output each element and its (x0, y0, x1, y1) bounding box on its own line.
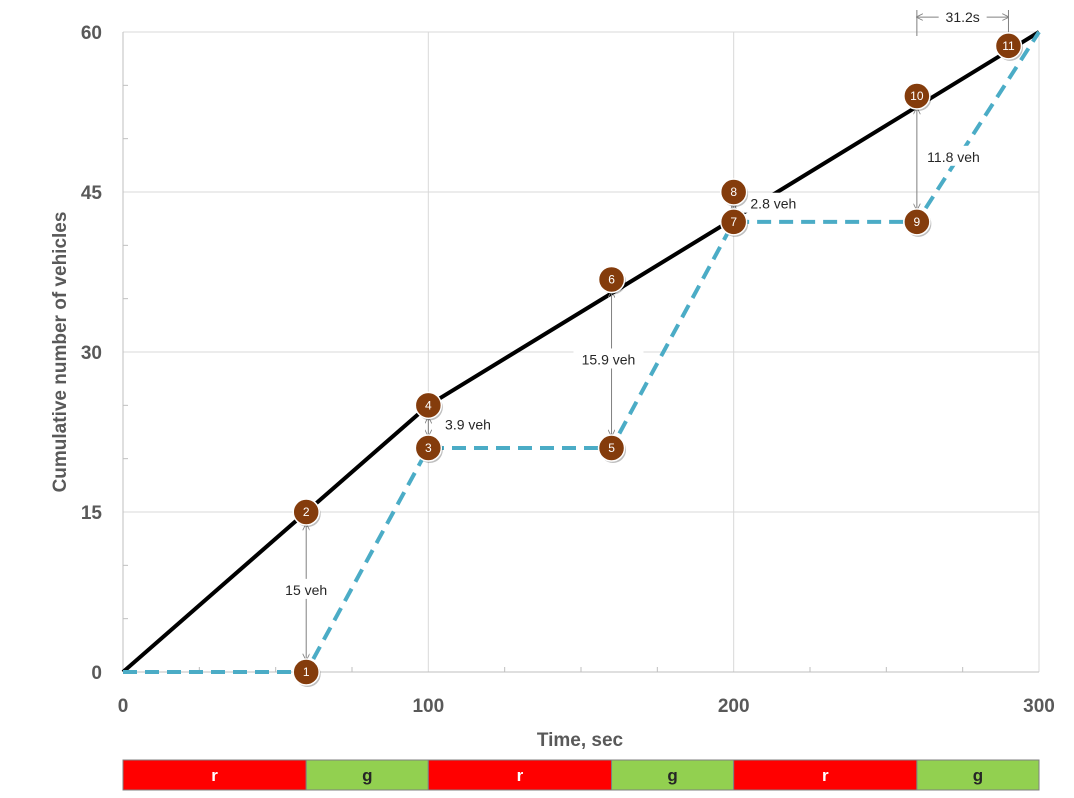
y-tick-label: 45 (81, 183, 103, 204)
annotation-label: 3.9 veh (445, 417, 491, 433)
signal-phase-green: g (612, 760, 734, 790)
marker-label: 4 (425, 398, 432, 412)
signal-phase-green: g (306, 760, 428, 790)
annotation-label: 15 veh (285, 582, 327, 598)
y-tick-label: 30 (81, 343, 102, 364)
marker-label: 9 (914, 215, 921, 229)
y-tick-label: 60 (81, 23, 102, 44)
marker-label: 6 (608, 272, 615, 286)
x-tick-label: 100 (412, 696, 444, 717)
annotation-label: 15.9 veh (582, 351, 636, 367)
signal-phase-red: r (734, 760, 917, 790)
signal-phase-red: r (123, 760, 306, 790)
x-tick-label: 300 (1023, 696, 1055, 717)
marker-label: 11 (1002, 39, 1015, 53)
phase-label: r (211, 766, 218, 785)
phase-label: g (973, 766, 983, 785)
marker-label: 7 (730, 215, 737, 229)
signal-phase-red: r (428, 760, 611, 790)
signal-phase-green: g (917, 760, 1039, 790)
annotation-label: 11.8 veh (927, 149, 980, 165)
marker-label: 3 (425, 441, 432, 455)
marker-label: 8 (730, 185, 737, 199)
y-tick-label: 0 (91, 663, 102, 684)
point-marker: 1 (293, 659, 321, 687)
marker-label: 1 (303, 665, 310, 679)
phase-label: r (517, 766, 524, 785)
x-tick-label: 0 (118, 696, 129, 717)
y-tick-label: 15 (81, 503, 103, 524)
x-axis-title: Time, sec (537, 730, 624, 751)
phase-label: g (362, 766, 372, 785)
marker-label: 10 (910, 89, 924, 103)
phase-label: r (822, 766, 829, 785)
annotation-label: 2.8 veh (750, 196, 796, 212)
marker-label: 5 (608, 441, 615, 455)
marker-label: 2 (303, 505, 310, 519)
y-axis-title: Cumulative number of vehicles (50, 212, 71, 493)
phase-label: g (667, 766, 677, 785)
annotation-label: 31.2s (946, 9, 980, 25)
x-tick-label: 200 (718, 696, 750, 717)
